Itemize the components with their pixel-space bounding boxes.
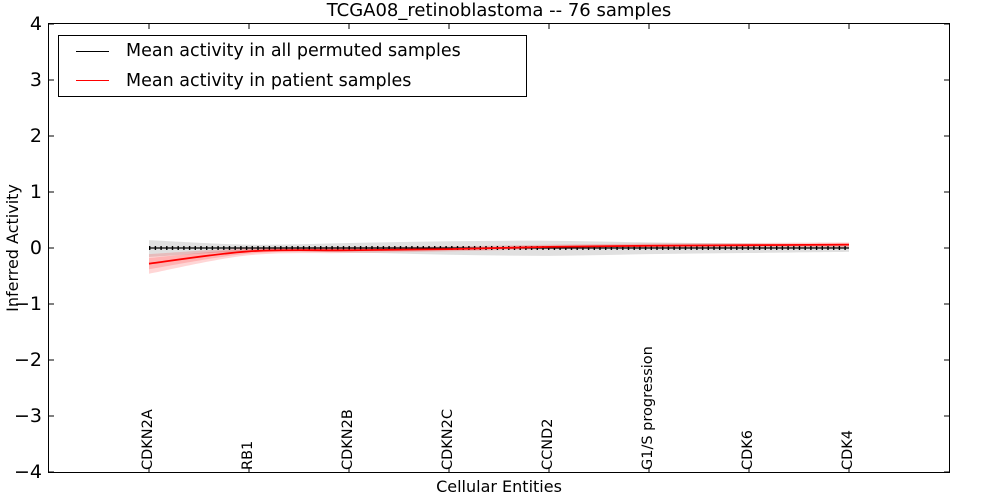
y-tick-label: 1 xyxy=(29,181,42,203)
axis-ticks xyxy=(49,24,949,472)
x-tick-label: G1/S progression xyxy=(640,346,656,470)
x-tick-label: CDK6 xyxy=(740,429,756,470)
x-tick-label: RB1 xyxy=(240,440,256,470)
legend: Mean activity in all permuted samples Me… xyxy=(58,35,527,97)
x-axis-label: Cellular Entities xyxy=(436,477,562,496)
y-tick-label: 0 xyxy=(29,237,42,259)
y-tick-label: −4 xyxy=(13,461,42,483)
legend-entry-patient: Mean activity in patient samples xyxy=(59,66,526,95)
x-tick-label: CCND2 xyxy=(540,418,556,471)
legend-entry-permuted: Mean activity in all permuted samples xyxy=(59,37,526,66)
x-tick-label: CDK4 xyxy=(840,429,856,470)
legend-line-sample-red xyxy=(76,80,109,82)
y-tick-label: 3 xyxy=(29,69,42,91)
y-tick-label: 2 xyxy=(29,125,42,147)
x-tick-label: CDKN2B xyxy=(340,409,356,470)
chart-canvas xyxy=(49,24,949,472)
patient-mean-line xyxy=(148,243,850,265)
legend-line-sample-black xyxy=(76,50,109,52)
legend-label: Mean activity in all permuted samples xyxy=(126,41,461,62)
y-tick-label: −2 xyxy=(13,349,42,371)
y-tick-label: −1 xyxy=(13,293,42,315)
legend-label: Mean activity in patient samples xyxy=(126,70,412,91)
x-tick-label: CDKN2A xyxy=(140,409,156,470)
plot-area xyxy=(48,23,950,473)
y-tick-label: −3 xyxy=(13,405,42,427)
chart-title: TCGA08_retinoblastoma -- 76 samples xyxy=(326,0,672,21)
x-tick-label: CDKN2C xyxy=(440,409,456,470)
y-tick-label: 4 xyxy=(29,13,42,35)
